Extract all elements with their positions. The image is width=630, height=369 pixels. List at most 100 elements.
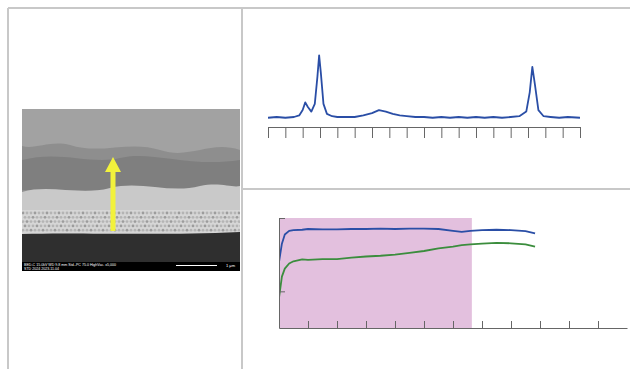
sem-grain (50, 229, 53, 232)
sem-grain (34, 212, 37, 215)
sem-grain (238, 229, 240, 232)
sem-grain (194, 229, 197, 232)
canvas: BED-C 15.0kV WD 9.8 mm Std.-PC 75.0 High… (0, 0, 630, 369)
sem-grain (134, 212, 137, 215)
sem-grain (180, 216, 183, 219)
sem-grain (106, 212, 109, 215)
tick (511, 127, 512, 138)
tick-mark (303, 127, 304, 138)
sem-grain (26, 212, 29, 215)
sem-grain (32, 225, 35, 228)
sem-grain (174, 212, 177, 215)
sem-grain (204, 225, 207, 228)
sem-grain (132, 225, 135, 228)
sem-grain (220, 216, 223, 219)
sem-grain (214, 220, 217, 223)
sem-grain (30, 212, 33, 215)
sem-grain (146, 229, 149, 232)
sem-grain (130, 220, 133, 223)
sem-grain (238, 212, 240, 215)
sem-grain (92, 216, 95, 219)
sem-grain (30, 229, 33, 232)
sem-grain (240, 225, 241, 228)
sem-grain (194, 220, 197, 223)
sem-top-texture (22, 109, 240, 153)
tick (580, 127, 581, 138)
sem-grain (78, 220, 81, 223)
sem-grain (158, 220, 161, 223)
sem-grain (188, 216, 191, 219)
sem-grain (82, 229, 85, 232)
sem-grain (176, 225, 179, 228)
tick-mark (395, 321, 396, 328)
sem-grain (156, 225, 159, 228)
sem-grain (40, 225, 43, 228)
sem-scale-bar (176, 265, 217, 266)
sem-grain (54, 212, 57, 215)
sem-grain (230, 229, 233, 232)
sem-grain (178, 212, 181, 215)
tick (424, 127, 425, 138)
sem-grain (102, 220, 105, 223)
sem-grain (230, 220, 233, 223)
sem-grain (102, 212, 105, 215)
sem-granular-layer (22, 210, 240, 234)
tick-mark (308, 321, 309, 328)
sem-grain (200, 216, 203, 219)
sem-grain (198, 229, 201, 232)
sem-grain (140, 225, 143, 228)
sem-grain (40, 216, 43, 219)
sem-grain (26, 220, 29, 223)
sem-grain (210, 229, 213, 232)
sem-grain (138, 220, 141, 223)
sem-grain (94, 212, 97, 215)
sem-grain (150, 212, 153, 215)
sem-grain (206, 220, 209, 223)
tick (540, 321, 541, 328)
plot-area (279, 218, 535, 328)
sem-grain (202, 212, 205, 215)
sem-grain (216, 216, 219, 219)
sem-grain (106, 229, 109, 232)
sem-scale-label: 1 μm (226, 263, 236, 268)
tick (279, 218, 285, 219)
sem-grain (104, 216, 107, 219)
tick (563, 127, 564, 138)
sem-grain (70, 212, 73, 215)
sem-grain (218, 220, 221, 223)
sem-grain (58, 220, 61, 223)
sem-grain (120, 225, 123, 228)
sem-grain (172, 216, 175, 219)
sem-grain (34, 229, 37, 232)
sem-grains (22, 212, 240, 232)
sem-grain (166, 220, 169, 223)
sem-background (22, 109, 240, 271)
sem-grain (152, 216, 155, 219)
tick (320, 127, 321, 138)
tick (268, 127, 269, 138)
sem-grain (188, 225, 191, 228)
sem-grain (126, 229, 129, 232)
sem-grain (22, 229, 24, 232)
sem-grain (88, 216, 91, 219)
sem-grain (164, 216, 167, 219)
sem-grain (86, 212, 89, 215)
sem-grain (148, 216, 151, 219)
sem-grain (206, 212, 209, 215)
sem-grain (26, 229, 29, 232)
sem-grain (142, 212, 145, 215)
tick-mark (268, 127, 269, 138)
tick-mark (320, 127, 321, 138)
sem-grain (28, 216, 31, 219)
plot-area (268, 55, 580, 117)
sem-grain (74, 229, 77, 232)
sem-grain (76, 216, 79, 219)
sem-grain (132, 216, 135, 219)
sem-grain (104, 225, 107, 228)
sem-info-bar (22, 262, 240, 271)
sem-grain (46, 220, 49, 223)
sem-grain (68, 216, 71, 219)
sem-grain (28, 225, 31, 228)
sem-grain (196, 225, 199, 228)
sem-grain (208, 216, 211, 219)
